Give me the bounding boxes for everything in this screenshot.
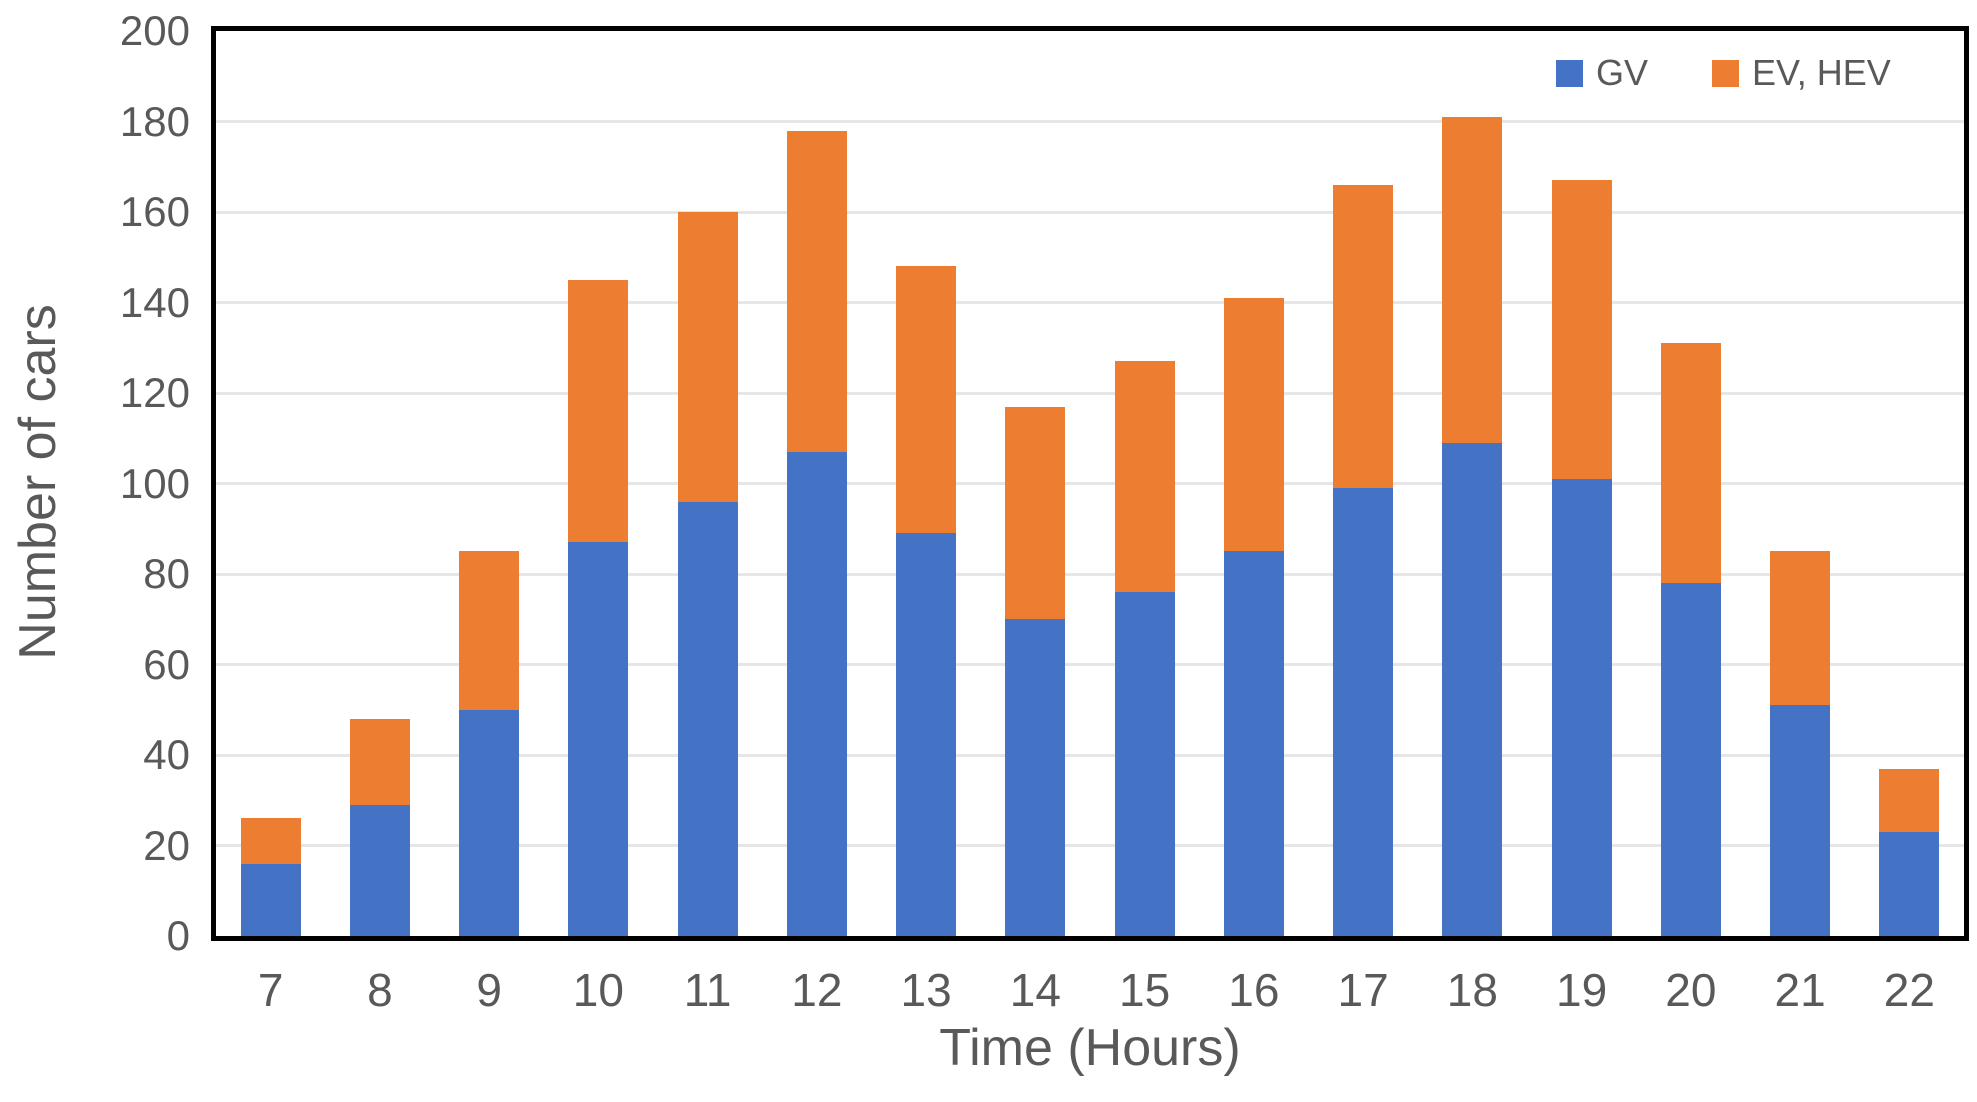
x-tick-label-15: 15 <box>1119 964 1171 1016</box>
x-tick-label-14: 14 <box>1009 964 1061 1016</box>
x-tick-label-17: 17 <box>1337 964 1389 1016</box>
y-tick-label-180: 180 <box>119 97 190 145</box>
legend: GV EV, HEV <box>1556 52 1891 93</box>
gridline-y-40 <box>216 753 1964 757</box>
legend-label-ev-hev: EV, HEV <box>1752 52 1891 93</box>
bar-segment-ev-hev-hour-9 <box>459 551 520 710</box>
x-tick-label-16: 16 <box>1228 964 1280 1016</box>
y-tick-label-0: 0 <box>166 912 190 959</box>
y-tick-label-80: 80 <box>143 550 190 597</box>
x-tick-label-7: 7 <box>257 964 284 1016</box>
gridline-y-120 <box>216 391 1964 395</box>
bar-segment-ev-hev-hour-12 <box>786 130 847 452</box>
bar-segment-gv-hour-22 <box>1879 831 1940 936</box>
y-tick-label-40: 40 <box>143 731 190 778</box>
y-tick-label-120: 120 <box>119 369 190 416</box>
bar-segment-gv-hour-12 <box>786 451 847 936</box>
gridline-y-80 <box>216 572 1964 576</box>
x-axis-title: Time (Hours) <box>939 1019 1241 1077</box>
bar-segment-ev-hev-hour-20 <box>1660 343 1721 584</box>
bar-segment-gv-hour-21 <box>1770 705 1831 936</box>
y-tick-label-200: 200 <box>119 7 190 54</box>
plot-area <box>211 26 1969 941</box>
bar-segment-ev-hev-hour-8 <box>349 718 410 805</box>
y-tick-label-140: 140 <box>119 278 190 326</box>
bar-segment-gv-hour-19 <box>1551 478 1612 936</box>
bar-segment-gv-hour-10 <box>568 542 629 936</box>
bar-segment-gv-hour-13 <box>896 533 957 936</box>
bar-segment-ev-hev-hour-16 <box>1223 297 1284 552</box>
x-tick-label-9: 9 <box>476 964 502 1016</box>
gridline-y-20 <box>216 844 1964 847</box>
x-tick-label-10: 10 <box>572 964 624 1016</box>
legend-swatch-gv-icon <box>1556 59 1583 87</box>
x-tick-label-11: 11 <box>683 964 732 1016</box>
bar-segment-ev-hev-hour-10 <box>568 279 629 543</box>
bar-segment-gv-hour-11 <box>677 501 738 936</box>
bar-segment-ev-hev-hour-7 <box>240 818 301 864</box>
bar-segment-ev-hev-hour-19 <box>1551 180 1612 479</box>
bar-segment-ev-hev-hour-17 <box>1333 184 1394 489</box>
gridline-y-100 <box>216 482 1964 485</box>
bar-segment-ev-hev-hour-14 <box>1005 406 1066 620</box>
x-tick-label-20: 20 <box>1665 964 1717 1016</box>
bar-segment-ev-hev-hour-22 <box>1879 768 1940 832</box>
y-tick-label-60: 60 <box>143 640 190 688</box>
bar-segment-gv-hour-18 <box>1442 442 1503 936</box>
gridline-y-140 <box>216 301 1964 304</box>
y-tick-label-20: 20 <box>143 821 190 869</box>
bar-segment-ev-hev-hour-13 <box>896 266 957 534</box>
x-tick-label-18: 18 <box>1446 964 1498 1016</box>
x-tick-label-12: 12 <box>791 964 843 1016</box>
gridline-y-60 <box>216 663 1964 666</box>
x-tick-label-13: 13 <box>900 964 952 1016</box>
x-tick-label-19: 19 <box>1556 964 1608 1016</box>
gridline-y-160 <box>216 210 1964 214</box>
y-axis-title: Number of cars <box>9 304 67 660</box>
gridline-y-180 <box>216 120 1964 123</box>
legend-swatch-ev-hev-icon <box>1712 59 1740 87</box>
legend-item-ev-hev: EV, HEV <box>1712 52 1891 93</box>
bar-segment-gv-hour-9 <box>459 709 520 936</box>
x-tick-label-22: 22 <box>1883 964 1935 1016</box>
y-tick-label-160: 160 <box>119 188 190 235</box>
bar-segment-ev-hev-hour-21 <box>1770 551 1831 706</box>
bar-segment-gv-hour-8 <box>349 804 410 936</box>
bar-segment-gv-hour-7 <box>240 863 301 936</box>
x-tick-label-21: 21 <box>1774 964 1826 1016</box>
bar-segment-gv-hour-15 <box>1114 592 1175 936</box>
legend-item-gv: GV <box>1556 52 1649 93</box>
legend-label-gv: GV <box>1596 52 1649 93</box>
y-tick-label-100: 100 <box>119 459 190 507</box>
bar-segment-ev-hev-hour-11 <box>677 212 738 502</box>
x-tick-label-8: 8 <box>367 964 393 1016</box>
bar-segment-ev-hev-hour-18 <box>1442 116 1503 443</box>
bar-segment-gv-hour-17 <box>1333 488 1394 936</box>
bar-segment-gv-hour-16 <box>1223 551 1284 936</box>
bar-segment-gv-hour-14 <box>1005 619 1066 936</box>
bar-segment-gv-hour-20 <box>1660 583 1721 936</box>
bar-segment-ev-hev-hour-15 <box>1114 361 1175 593</box>
